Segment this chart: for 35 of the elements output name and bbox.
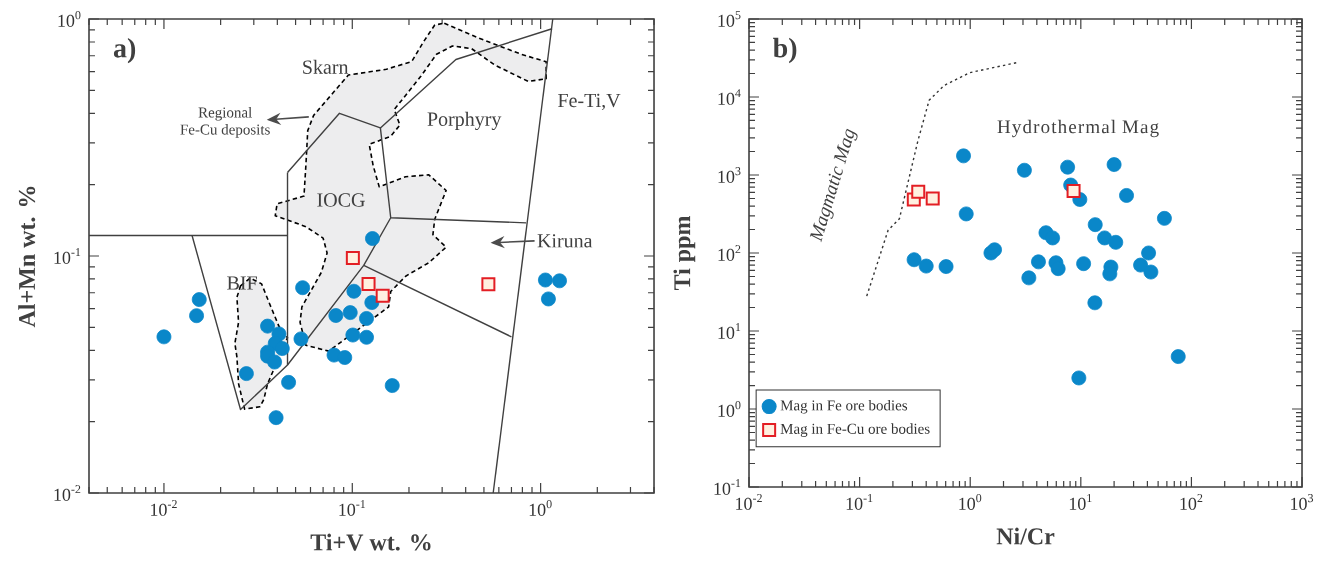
annotation: Regional: [198, 106, 252, 121]
annotation: Skarn: [303, 59, 349, 74]
annotation: a): [113, 37, 136, 64]
y-tick-label: 10$^{-1}$: [714, 479, 741, 495]
y-tick-label: 10$^{2}$: [718, 245, 741, 261]
x-axis-title: Ti+V wt. %: [310, 533, 431, 551]
y-tick-label: 10$^{1}$: [718, 323, 741, 339]
y-tick-label: 10$^{3}$: [718, 167, 741, 183]
annotation: Fe-Ti,V: [558, 93, 621, 111]
x-axis-title: Ni/Cr: [996, 527, 1055, 545]
annotation: Kiruna: [537, 234, 593, 248]
x-tick-label: 10$^{-1}$: [339, 500, 366, 516]
legend-label: Mag in Fe ore bodies: [780, 399, 908, 414]
annotation: Fe-Cu deposits: [180, 124, 270, 138]
y-tick-label: 10$^{4}$: [718, 89, 741, 105]
y-tick-label: 10$^{5}$: [718, 11, 741, 27]
x-tick-label: 10$^{1}$: [1069, 494, 1092, 510]
x-tick-label: 10$^{0}$: [959, 494, 982, 510]
y-axis-title: Ti ppm: [673, 215, 696, 291]
annotation: Porphyry: [427, 111, 502, 131]
y-tick-label: 10$^{-1}$: [54, 248, 81, 264]
annotation: BIF: [227, 276, 257, 290]
x-tick-label: 10$^{-1}$: [846, 494, 873, 510]
annotation: b): [773, 37, 797, 64]
x-tick-label: 10$^{2}$: [1180, 494, 1203, 510]
y-tick-label: 10$^{0}$: [718, 401, 741, 417]
annotation: IOCG: [317, 193, 365, 207]
y-axis-title: Al+Mn wt. %: [18, 186, 36, 328]
y-tick-label: 10$^{0}$: [58, 11, 81, 27]
annotation: Hydrothermal Mag: [997, 119, 1159, 138]
x-tick-label: 10$^{-2}$: [151, 500, 177, 516]
x-tick-label: 10$^{0}$: [529, 500, 552, 516]
x-tick-label: 10$^{3}$: [1291, 494, 1314, 510]
x-tick-label: 10$^{-2}$: [736, 494, 762, 510]
legend-label: Mag in Fe-Cu ore bodies: [780, 423, 930, 437]
